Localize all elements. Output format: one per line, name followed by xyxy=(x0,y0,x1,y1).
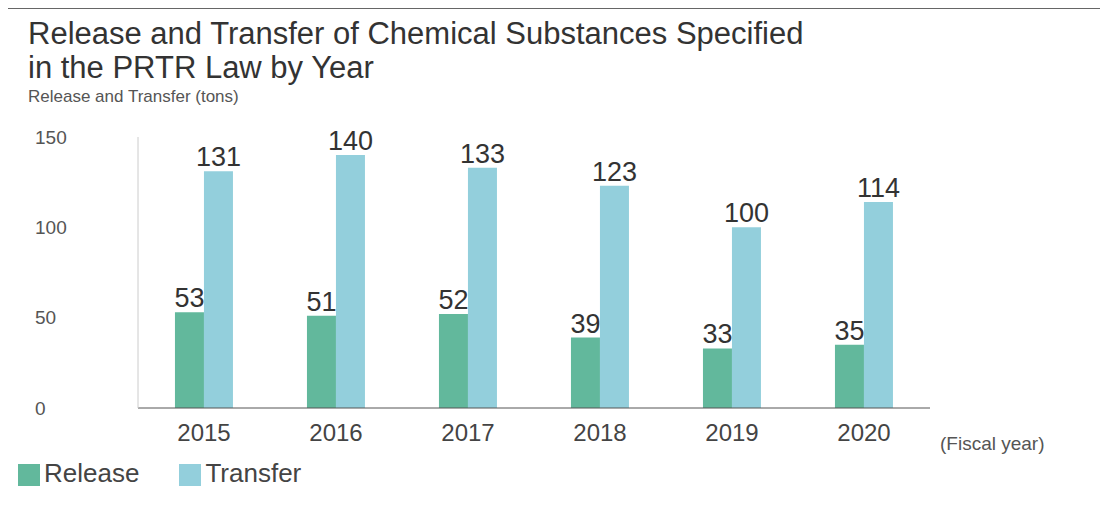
svg-text:52: 52 xyxy=(438,285,468,315)
svg-text:50: 50 xyxy=(35,307,56,328)
svg-text:2017: 2017 xyxy=(441,419,494,446)
svg-text:150: 150 xyxy=(35,127,67,148)
html-text:Transfer: Transfer xyxy=(205,458,302,488)
svg-text:2018: 2018 xyxy=(573,419,626,446)
svg-text:33: 33 xyxy=(702,319,732,349)
svg-text:123: 123 xyxy=(592,157,637,187)
svg-text:100: 100 xyxy=(35,217,67,238)
svg-text:2016: 2016 xyxy=(309,419,362,446)
svg-text:2019: 2019 xyxy=(705,419,758,446)
svg-text:2015: 2015 xyxy=(177,419,230,446)
html-text:Release and Transfer (tons): Release and Transfer (tons) xyxy=(28,87,239,106)
svg-text:2020: 2020 xyxy=(837,419,890,446)
svg-text:133: 133 xyxy=(460,139,505,169)
svg-text:(Fiscal year): (Fiscal year) xyxy=(940,433,1045,454)
svg-text:100: 100 xyxy=(724,198,769,228)
svg-text:114: 114 xyxy=(857,173,900,203)
svg-text:131: 131 xyxy=(196,142,241,172)
svg-text:0: 0 xyxy=(35,398,46,419)
html-text:Release: Release xyxy=(44,458,140,488)
svg-text:51: 51 xyxy=(306,287,336,317)
svg-text:35: 35 xyxy=(834,316,864,346)
svg-text:39: 39 xyxy=(570,309,600,339)
svg-text:140: 140 xyxy=(328,126,373,156)
svg-text:53: 53 xyxy=(174,283,204,313)
html-text:Release and Transfer of Chemic: Release and Transfer of Chemical Substan… xyxy=(28,16,804,85)
